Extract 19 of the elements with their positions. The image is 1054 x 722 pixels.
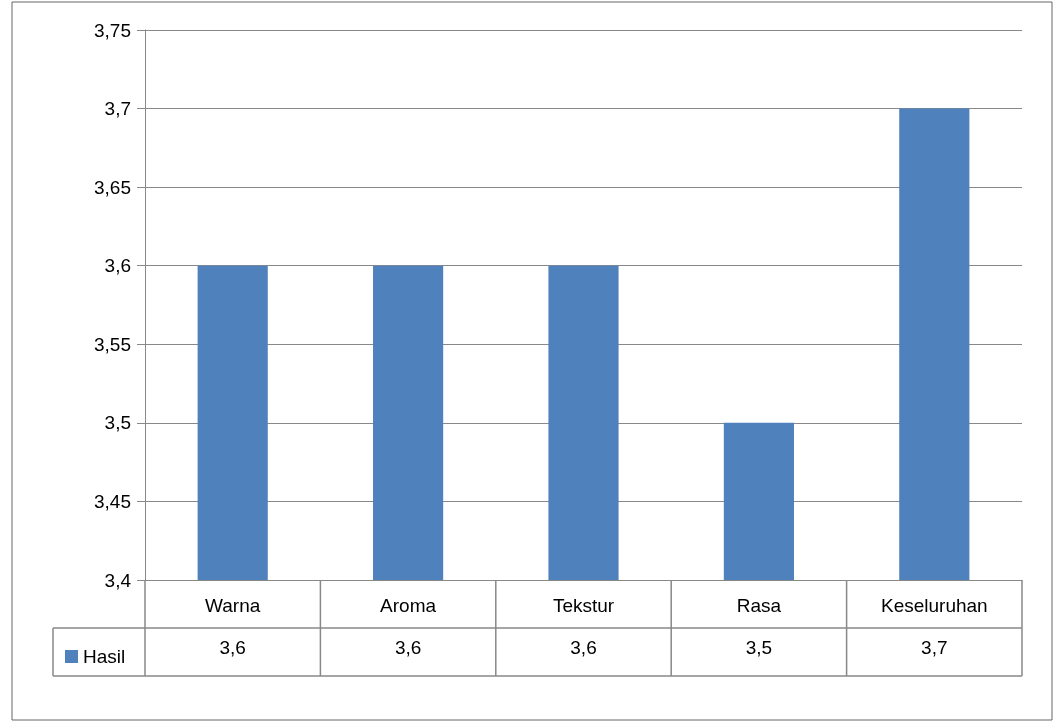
data-label: 3,5 — [745, 637, 773, 658]
x-tick-label: Rasa — [736, 595, 782, 616]
legend-label: Hasil — [83, 646, 126, 667]
x-tick-label: Aroma — [380, 595, 437, 616]
data-label: 3,6 — [570, 637, 597, 658]
y-tick-label: 3,45 — [94, 490, 131, 512]
y-tick-label: 3,5 — [104, 412, 131, 434]
data-label: 3,6 — [394, 637, 422, 658]
data-label: 3,7 — [921, 637, 948, 658]
x-tick-label: Keseluruhan — [880, 595, 988, 616]
x-tick-label: Tekstur — [552, 595, 615, 616]
x-tick-label: Warna — [205, 595, 261, 616]
y-tick-label: 3,65 — [94, 176, 131, 198]
data-label: 3,6 — [219, 637, 246, 658]
y-tick-label: 3,55 — [94, 333, 131, 355]
y-tick-label: 3,7 — [104, 98, 131, 120]
y-tick-label: 3,6 — [104, 255, 131, 277]
y-tick-label: 3,75 — [94, 19, 131, 41]
y-tick-label: 3,4 — [104, 569, 132, 591]
